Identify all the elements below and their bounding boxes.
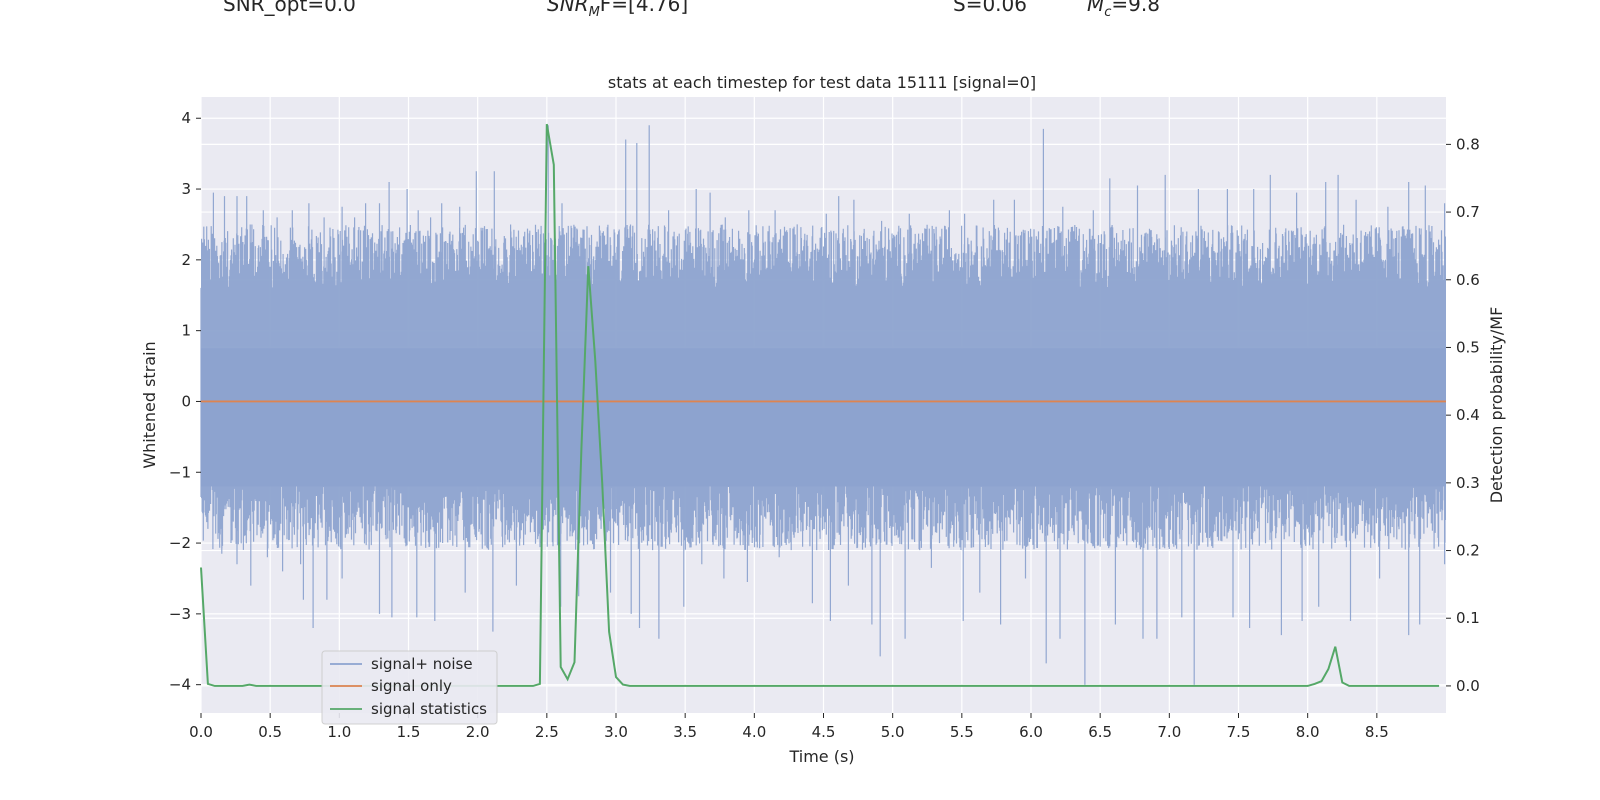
x-tick-label: 3.0 — [604, 723, 628, 741]
x-tick-label: 4.0 — [742, 723, 766, 741]
y-axis-right-label: Detection probability/MF — [1487, 307, 1506, 504]
y-tick-label: 2 — [181, 251, 191, 269]
y-tick-label: −1 — [169, 463, 191, 481]
legend-box — [321, 650, 498, 725]
snr-mf-base: SNR — [547, 0, 589, 16]
x-tick-label: 4.5 — [812, 723, 836, 741]
mc-base: M — [1087, 0, 1105, 16]
x-tick-label: 1.0 — [327, 723, 351, 741]
chart-legend: signal+ noise signal only signal statist… — [321, 650, 498, 725]
signal-statistics-series — [200, 123, 1440, 687]
mc-rest: =9.8 — [1111, 0, 1160, 16]
x-tick-label: 0.5 — [258, 723, 282, 741]
mc-label: Mc=9.8 — [1087, 0, 1160, 20]
x-tick-label: 2.0 — [466, 723, 490, 741]
chart-title: stats at each timestep for test data 151… — [608, 73, 1036, 92]
legend-label-signal-only: signal only — [371, 677, 452, 695]
x-tick-label: 8.0 — [1296, 723, 1320, 741]
signal-noise-series — [200, 125, 1446, 685]
x-tick-label: 7.5 — [1227, 723, 1251, 741]
y-right-tick-label: 0.5 — [1456, 338, 1480, 356]
figure-header: SNR_opt=0.0 SNRMF=[4.76] S=0.06 Mc=9.8 — [0, 0, 1600, 30]
y-right-tick-label: 0.6 — [1456, 271, 1480, 289]
snr-mf-rest: F=[4.76] — [599, 0, 689, 16]
y-axis-label: Whitened strain — [140, 341, 159, 468]
y-tick-label: −3 — [169, 605, 191, 623]
x-tick-label: 5.0 — [881, 723, 905, 741]
x-tick-label: 3.5 — [673, 723, 697, 741]
x-tick-label: 2.5 — [535, 723, 559, 741]
y-right-tick-label: 0.4 — [1456, 406, 1480, 424]
x-tick-label: 6.0 — [1019, 723, 1043, 741]
y-right-tick-label: 0.7 — [1456, 203, 1480, 221]
noise-core-band — [201, 348, 1446, 487]
x-tick-label: 0.0 — [189, 723, 213, 741]
y-tick-label: −2 — [169, 534, 191, 552]
snr-mf-label: SNRMF=[4.76] — [547, 0, 688, 20]
y-tick-label: 4 — [181, 109, 191, 127]
x-tick-label: 6.5 — [1088, 723, 1112, 741]
x-tick-label: 7.0 — [1157, 723, 1181, 741]
y-right-tick-label: 0.8 — [1456, 135, 1480, 153]
y-right-tick-label: 0.3 — [1456, 474, 1480, 492]
y-axis-ticks: 4 3 2 1 0 −1 −2 −3 −4 — [169, 109, 201, 694]
y-tick-label: 0 — [181, 392, 191, 410]
y-tick-label: 1 — [181, 322, 191, 340]
snr-mf-subscript: M — [588, 5, 600, 20]
y-right-tick-label: 0.1 — [1456, 609, 1480, 627]
s-stat-label: S=0.06 — [953, 0, 1027, 16]
y-right-tick-label: 0.0 — [1456, 677, 1480, 695]
x-axis-label: Time (s) — [788, 747, 854, 766]
mc-subscript: c — [1104, 5, 1112, 20]
y-right-tick-label: 0.2 — [1456, 542, 1480, 560]
snr-opt-label: SNR_opt=0.0 — [223, 0, 356, 16]
x-tick-label: 1.5 — [397, 723, 421, 741]
x-tick-label: 5.5 — [950, 723, 974, 741]
y-tick-label: −4 — [169, 676, 191, 694]
x-axis-ticks: 0.0 0.5 1.0 1.5 2.0 2.5 3.0 3.5 4.0 4.5 5.0 5.5 6.0 6… — [189, 713, 1389, 741]
legend-label-signal-statistics: signal statistics — [371, 700, 487, 718]
legend-label-signal-noise: signal+ noise — [371, 655, 473, 673]
x-tick-label: 8.5 — [1365, 723, 1389, 741]
y-axis-right-ticks: 0.8 0.7 0.6 0.5 0.4 0.3 0.2 0.1 0.0 — [1446, 135, 1480, 695]
y-tick-label: 3 — [181, 180, 191, 198]
